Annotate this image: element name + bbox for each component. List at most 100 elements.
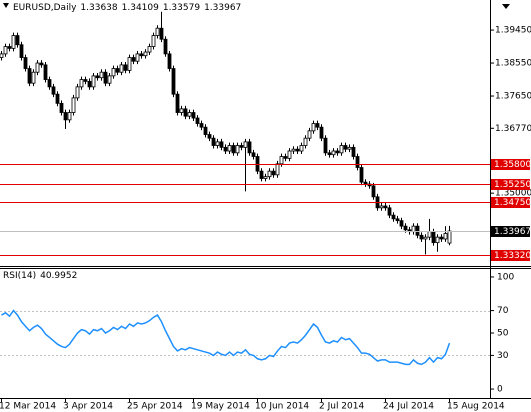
candle-body: [119, 64, 124, 73]
candle-body: [63, 112, 68, 121]
candle-body: [59, 102, 64, 113]
level-label: 1.33320: [494, 251, 531, 261]
candle-body: [279, 156, 284, 165]
chart-header: EURUSD,Daily 1.33638 1.34109 1.33579 1.33967: [13, 3, 241, 13]
candle-body: [255, 156, 260, 172]
x-tick-label: 10 Jun 2014: [255, 402, 309, 412]
candle-body: [79, 79, 84, 88]
candle-body: [187, 112, 192, 117]
low-value: 1.33579: [163, 3, 200, 13]
level-label: 1.34750: [494, 198, 531, 208]
candle-body: [99, 71, 104, 79]
candle-body: [435, 236, 440, 244]
candle-body: [295, 148, 300, 152]
candle-body: [395, 218, 400, 222]
candle-body: [303, 137, 308, 146]
candle-body: [363, 181, 368, 185]
candle-body: [339, 145, 344, 154]
scroll-icon: [502, 4, 510, 9]
x-tick-label: 19 May 2014: [191, 402, 250, 412]
candle-body: [163, 38, 168, 55]
candle-body: [391, 214, 396, 220]
y-tick-label: 50: [497, 329, 509, 339]
candle-body: [43, 64, 48, 80]
candle-body: [271, 170, 276, 176]
candle-body: [403, 225, 408, 231]
y-tick-label: 70: [497, 306, 509, 316]
candle-body: [219, 141, 224, 148]
x-tick-label: 2 Jul 2014: [319, 402, 364, 412]
candle-body: [139, 53, 144, 57]
candle-body: [419, 234, 424, 240]
candle-body: [151, 35, 156, 47]
candle-body: [283, 156, 288, 159]
x-tick-label: 24 Jul 2014: [383, 402, 434, 412]
candle-body: [323, 137, 328, 154]
candle-body: [411, 225, 416, 233]
candle-body: [347, 146, 352, 150]
chart-menu-icon: [3, 3, 9, 8]
candle-body: [379, 205, 384, 209]
candle-body: [75, 86, 80, 99]
candle-body: [211, 137, 216, 146]
candle-body: [167, 53, 172, 69]
candle-body: [0, 53, 4, 58]
candle-body: [319, 126, 324, 139]
candle-body: [47, 79, 52, 88]
candle-body: [195, 117, 200, 124]
x-tick-label: 12 Mar 2014: [0, 402, 56, 412]
candle-body: [299, 145, 304, 152]
candle-body: [307, 130, 312, 139]
candle-body: [223, 146, 228, 152]
candle-body: [19, 44, 24, 58]
candle-body: [399, 220, 404, 227]
candle-body: [115, 68, 120, 73]
candle-body: [27, 68, 32, 84]
candle-body: [171, 68, 176, 95]
candle-body: [31, 71, 36, 84]
candle-body: [267, 170, 272, 178]
rsi-header: RSI(14) 40.9952: [3, 271, 77, 281]
level-label-box: [491, 197, 530, 208]
candle-body: [11, 35, 16, 49]
x-tick-label: 3 Apr 2014: [63, 402, 113, 412]
rsi-line: [1, 309, 451, 366]
candle-body: [291, 148, 296, 152]
candle-body: [387, 207, 392, 216]
candle-body: [103, 71, 108, 84]
candle-body: [131, 57, 136, 62]
candle-body: [251, 152, 256, 157]
candle-body: [135, 53, 140, 62]
level-label-box: [491, 159, 530, 170]
candle-body: [123, 64, 128, 71]
level-label: 1.35250: [494, 180, 531, 190]
level-label: 1.35800: [494, 160, 531, 170]
candle-body: [83, 79, 88, 82]
candle-body: [311, 123, 316, 132]
candle-body: [127, 57, 132, 71]
y-tick-label: 1.38550: [495, 59, 531, 69]
rsi-name: RSI(14): [3, 271, 36, 281]
candle-body: [67, 112, 72, 121]
candle-body: [147, 46, 152, 53]
candle-body: [95, 75, 100, 79]
y-tick-label: 1.39450: [495, 26, 531, 36]
candle-body: [143, 51, 148, 57]
candle-body: [275, 163, 280, 176]
y-tick-label: 1.37650: [495, 92, 531, 102]
candle-body: [359, 167, 364, 183]
open-value: 1.33638: [80, 3, 117, 13]
y-tick-label: 1.35000: [495, 189, 531, 199]
x-tick-label: 25 Apr 2014: [127, 402, 183, 412]
candle-body: [203, 126, 208, 135]
candle-body: [23, 57, 28, 69]
candle-body: [447, 230, 452, 244]
current-price-box: [491, 226, 530, 237]
candle-body: [371, 185, 376, 198]
chart-title: EURUSD,Daily: [13, 3, 77, 13]
candle-body: [15, 35, 20, 46]
candle-body: [415, 225, 420, 236]
candle-body: [179, 108, 184, 113]
y-tick-label: 0: [497, 385, 503, 395]
